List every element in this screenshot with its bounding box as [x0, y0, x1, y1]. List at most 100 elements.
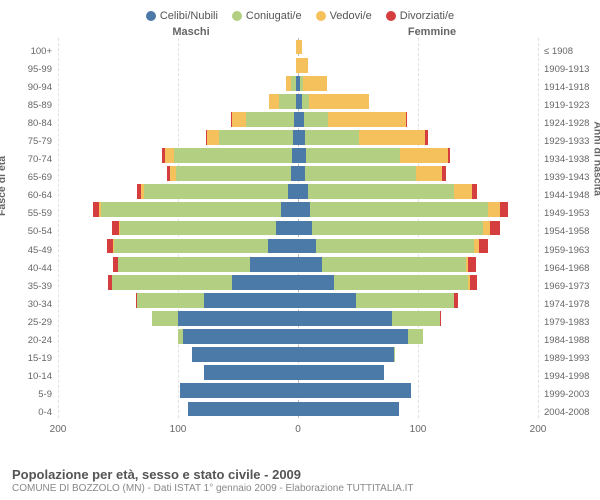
- birth-label: 1964-1968: [540, 259, 594, 277]
- segment: [470, 275, 477, 290]
- y-axis-left-title: Fasce di età: [0, 156, 8, 216]
- male-bar: [58, 275, 298, 290]
- female-bar: [298, 383, 538, 398]
- age-label: 50-54: [20, 223, 56, 241]
- male-header: Maschi: [60, 26, 322, 38]
- birth-label: 1944-1948: [540, 187, 594, 205]
- segment: [298, 130, 305, 145]
- male-bar: [58, 166, 298, 181]
- segment: [392, 311, 440, 326]
- birth-label: 1974-1978: [540, 295, 594, 313]
- gridline: [538, 38, 539, 418]
- pyramid-row: [58, 183, 538, 201]
- segment: [304, 112, 328, 127]
- male-bar: [58, 329, 298, 344]
- segment: [298, 275, 334, 290]
- pyramid-row: [58, 165, 538, 183]
- legend-label: Divorziati/e: [400, 10, 454, 22]
- segment: [483, 221, 490, 236]
- male-bar: [58, 383, 298, 398]
- female-bar: [298, 365, 538, 380]
- rows: [58, 38, 538, 418]
- segment: [204, 365, 298, 380]
- pyramid-row: [58, 128, 538, 146]
- birth-label: 1984-1988: [540, 332, 594, 350]
- plot: [58, 38, 538, 418]
- birth-label: 1969-1973: [540, 277, 594, 295]
- segment: [183, 329, 298, 344]
- age-label: 80-84: [20, 114, 56, 132]
- age-label: 35-39: [20, 277, 56, 295]
- segment: [204, 293, 298, 308]
- female-bar: [298, 293, 538, 308]
- chart-area: [58, 38, 538, 418]
- male-bar: [58, 221, 298, 236]
- chart-subtitle: COMUNE DI BOZZOLO (MN) - Dati ISTAT 1° g…: [12, 483, 588, 494]
- female-bar: [298, 112, 538, 127]
- segment: [310, 202, 488, 217]
- female-bar: [298, 184, 538, 199]
- age-label: 25-29: [20, 313, 56, 331]
- male-bar: [58, 58, 298, 73]
- female-header: Femmine: [322, 26, 542, 38]
- birth-label: 1989-1993: [540, 350, 594, 368]
- pyramid-row: [58, 74, 538, 92]
- segment: [490, 221, 500, 236]
- segment: [356, 293, 454, 308]
- male-bar: [58, 184, 298, 199]
- female-bar: [298, 58, 538, 73]
- birth-labels: ≤ 19081909-19131914-19181919-19231924-19…: [540, 42, 594, 422]
- segment: [298, 293, 356, 308]
- segment: [152, 311, 178, 326]
- pyramid-row: [58, 255, 538, 273]
- footer: Popolazione per età, sesso e stato civil…: [12, 467, 588, 494]
- age-label: 15-19: [20, 350, 56, 368]
- segment: [308, 184, 454, 199]
- male-bar: [58, 402, 298, 417]
- birth-label: 2004-2008: [540, 404, 594, 422]
- segment: [488, 202, 500, 217]
- segment: [232, 112, 246, 127]
- female-bar: [298, 148, 538, 163]
- x-tick: 200: [50, 424, 67, 435]
- legend-swatch: [232, 11, 242, 21]
- segment: [298, 58, 308, 73]
- x-tick: 0: [295, 424, 301, 435]
- segment: [298, 148, 306, 163]
- segment: [454, 184, 472, 199]
- male-bar: [58, 239, 298, 254]
- segment: [394, 347, 395, 362]
- female-bar: [298, 239, 538, 254]
- segment: [442, 166, 446, 181]
- segment: [312, 221, 482, 236]
- pyramid-row: [58, 147, 538, 165]
- segment: [479, 239, 487, 254]
- segment: [250, 257, 298, 272]
- segment: [500, 202, 508, 217]
- male-bar: [58, 130, 298, 145]
- x-tick: 100: [170, 424, 187, 435]
- legend-swatch: [386, 11, 396, 21]
- legend-item: Vedovi/e: [316, 10, 372, 22]
- segment: [114, 239, 268, 254]
- pyramid-row: [58, 400, 538, 418]
- age-label: 5-9: [20, 386, 56, 404]
- female-bar: [298, 402, 538, 417]
- pyramid-row: [58, 273, 538, 291]
- age-label: 40-44: [20, 259, 56, 277]
- male-bar: [58, 112, 298, 127]
- legend: Celibi/NubiliConiugati/eVedovi/eDivorzia…: [0, 10, 600, 22]
- segment: [425, 130, 427, 145]
- segment: [298, 184, 308, 199]
- segment: [408, 329, 422, 344]
- segment: [298, 221, 312, 236]
- segment: [359, 130, 425, 145]
- segment: [472, 184, 477, 199]
- birth-label: 1924-1928: [540, 114, 594, 132]
- segment: [448, 148, 450, 163]
- segment: [306, 148, 400, 163]
- birth-label: 1919-1923: [540, 96, 594, 114]
- x-axis: 2001000100200: [58, 424, 538, 438]
- female-bar: [298, 329, 538, 344]
- birth-label: 1939-1943: [540, 169, 594, 187]
